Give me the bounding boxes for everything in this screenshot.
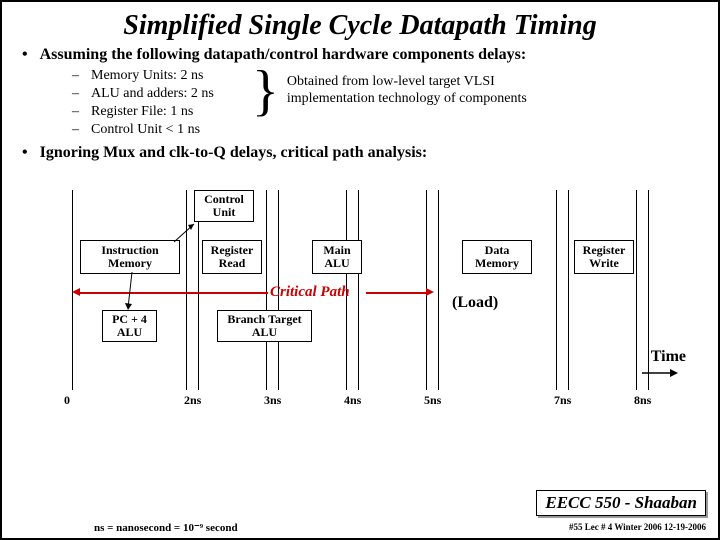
slide-number: #55 Lec # 4 Winter 2006 12-19-2006 [569,522,706,532]
bullet-ignoring: • Ignoring Mux and clk-to-Q delays, crit… [22,144,698,162]
block-instruction-memory: Instruction Memory [80,240,180,274]
bullet2-text: Ignoring Mux and clk-to-Q delays, critic… [40,144,428,162]
timing-diagram: Control Unit Instruction Memory Register… [22,170,698,420]
tick-label: 4ns [344,393,361,408]
arrow-to-pc4 [122,270,142,312]
tick-label: 5ns [424,393,441,408]
slide-title: Simplified Single Cycle Datapath Timing [2,2,718,46]
block-main-alu: Main ALU [312,240,362,274]
timeline-vline [358,190,359,390]
block-control-unit: Control Unit [194,190,254,222]
course-badge: EECC 550 - Shaaban [536,490,706,516]
critical-path-label: Critical Path [270,284,350,301]
bullet-dot: • [22,46,28,64]
timeline-vline [636,190,637,390]
bullet-text: Assuming the following datapath/control … [40,46,527,64]
timeline-vline [556,190,557,390]
crit-arrow-right [366,292,428,294]
arrow-to-control [172,220,202,244]
block-register-read: Register Read [202,240,262,274]
brace-line1: Obtained from low-level target VLSI [287,74,527,91]
tick-label: 7ns [554,393,571,408]
tick-label: 8ns [634,393,651,408]
timeline-vline [568,190,569,390]
tick-label: 3ns [264,393,281,408]
block-branch-alu: Branch Target ALU [217,310,312,342]
brace-symbol: } [252,66,279,116]
block-pc4-alu: PC + 4 ALU [102,310,157,342]
block-data-memory: Data Memory [462,240,532,274]
tick-label: 0 [64,393,70,408]
slide-footer: ns = nanosecond = 10⁻⁹ second EECC 550 -… [2,521,718,534]
bullet-assumption: • Assuming the following datapath/contro… [22,46,698,64]
sub3: Register File: 1 ns [91,104,193,120]
sub2: ALU and adders: 2 ns [91,86,214,102]
tick-label: 2ns [184,393,201,408]
block-register-write: Register Write [574,240,634,274]
brace-line2: implementation technology of components [287,91,527,108]
time-axis-label: Time [651,348,686,366]
crit-arrow-left [78,292,268,294]
sub4: Control Unit < 1 ns [91,122,200,138]
timeline-vline [648,190,649,390]
time-arrow-icon [640,368,680,378]
timeline-vline [266,190,267,390]
brace-annotation: } Obtained from low-level target VLSI im… [252,66,527,116]
load-label: (Load) [452,294,498,312]
timeline-vline [438,190,439,390]
sub1: Memory Units: 2 ns [91,68,203,84]
sub-bullet-list: –Memory Units: 2 ns –ALU and adders: 2 n… [72,68,698,138]
